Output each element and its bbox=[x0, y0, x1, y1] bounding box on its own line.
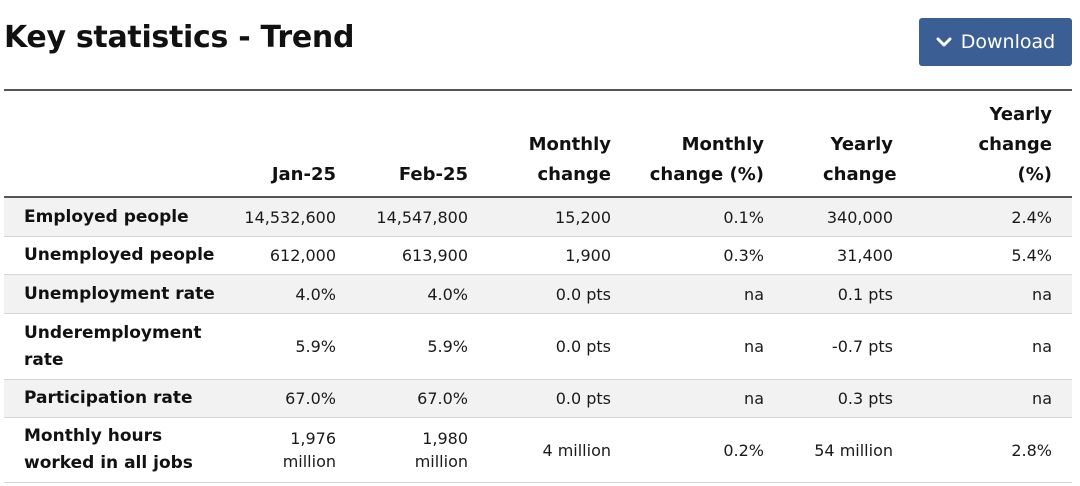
download-label: Download bbox=[960, 31, 1056, 53]
table-cell: na bbox=[631, 274, 784, 314]
header-yearly-change-pct: Yearly change (%) bbox=[913, 90, 1072, 198]
table-cell: na bbox=[913, 313, 1072, 380]
table-row: Unemployment rate 4.0% 4.0% 0.0 pts na 0.1 pt… bbox=[4, 274, 1072, 314]
table-cell: 4.0% bbox=[237, 274, 356, 314]
table-cell: -0.7 pts bbox=[784, 313, 913, 380]
row-label: Employed people bbox=[4, 197, 237, 237]
table-row: Participation rate 67.0% 67.0% 0.0 pts na 0.3… bbox=[4, 379, 1072, 418]
table-cell: 1,976 million bbox=[237, 417, 356, 483]
table-cell: 15,200 bbox=[488, 197, 631, 237]
table-cell: 67.0% bbox=[356, 379, 488, 418]
table-cell: 0.3% bbox=[631, 236, 784, 275]
table-cell: 0.0 pts bbox=[488, 313, 631, 380]
header-empty bbox=[4, 90, 237, 198]
row-label: Unemployment rate bbox=[4, 274, 237, 314]
download-button[interactable]: Download bbox=[919, 18, 1072, 66]
table-row: Underemployment rate 5.9% 5.9% 0.0 pts na -0.… bbox=[4, 313, 1072, 380]
row-label: Unemployed people bbox=[4, 236, 237, 275]
table-cell: na bbox=[631, 313, 784, 380]
table-cell: na bbox=[913, 379, 1072, 418]
table-cell: 4 million bbox=[488, 417, 631, 483]
table-cell: 67.0% bbox=[237, 379, 356, 418]
header-monthly-change: Monthly change bbox=[488, 90, 631, 198]
table-cell: 5.4% bbox=[913, 236, 1072, 275]
key-statistics-table: Jan-25 Feb-25 Monthly change Monthly cha… bbox=[4, 89, 1072, 483]
table-cell: 5.9% bbox=[356, 313, 488, 380]
table-cell: 340,000 bbox=[784, 197, 913, 237]
table-cell: 0.1% bbox=[631, 197, 784, 237]
chevron-down-icon bbox=[936, 36, 952, 48]
table-row: Unemployed people 612,000 613,900 1,900 0.3%… bbox=[4, 236, 1072, 275]
table-cell: na bbox=[631, 379, 784, 418]
table-cell: 14,547,800 bbox=[356, 197, 488, 237]
table-header-row: Jan-25 Feb-25 Monthly change Monthly cha… bbox=[4, 90, 1072, 198]
table-cell: 0.1 pts bbox=[784, 274, 913, 314]
table-cell: 54 million bbox=[784, 417, 913, 483]
table-cell: 1,900 bbox=[488, 236, 631, 275]
header-feb-25: Feb-25 bbox=[356, 90, 488, 198]
row-label: Participation rate bbox=[4, 379, 237, 418]
header-monthly-change-pct: Monthly change (%) bbox=[631, 90, 784, 198]
table-cell: 14,532,600 bbox=[237, 197, 356, 237]
table-cell: 31,400 bbox=[784, 236, 913, 275]
table-cell: 612,000 bbox=[237, 236, 356, 275]
table-cell: 0.3 pts bbox=[784, 379, 913, 418]
table-row: Employed people 14,532,600 14,547,800 15,20… bbox=[4, 197, 1072, 237]
header-yearly-change: Yearly change bbox=[784, 90, 913, 198]
table-cell: 4.0% bbox=[356, 274, 488, 314]
table-cell: 0.0 pts bbox=[488, 274, 631, 314]
table-cell: 5.9% bbox=[237, 313, 356, 380]
row-label: Monthly hours worked in all jobs bbox=[4, 417, 237, 483]
table-cell: na bbox=[913, 274, 1072, 314]
table-row: Monthly hours worked in all jobs 1,976 mi… bbox=[4, 417, 1072, 483]
page-title: Key statistics - Trend bbox=[4, 20, 355, 55]
table-cell: 613,900 bbox=[356, 236, 488, 275]
table-cell: 0.2% bbox=[631, 417, 784, 483]
table-cell: 2.4% bbox=[913, 197, 1072, 237]
table-cell: 1,980 million bbox=[356, 417, 488, 483]
table-cell: 2.8% bbox=[913, 417, 1072, 483]
header-jan-25: Jan-25 bbox=[237, 90, 356, 198]
table-cell: 0.0 pts bbox=[488, 379, 631, 418]
row-label: Underemployment rate bbox=[4, 313, 237, 380]
